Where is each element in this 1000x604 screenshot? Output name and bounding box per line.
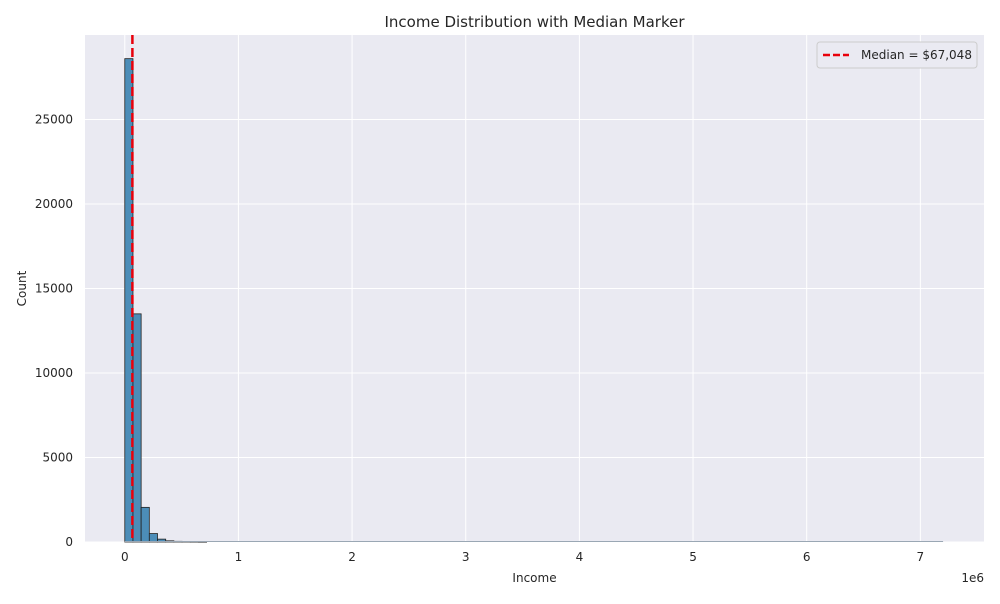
- histogram-bar: [133, 314, 141, 542]
- y-tick-label: 20000: [35, 197, 73, 211]
- y-tick-label: 5000: [42, 451, 73, 465]
- x-tick-label: 6: [803, 550, 811, 564]
- y-axis-label: Count: [15, 270, 29, 306]
- x-tick-label: 1: [235, 550, 243, 564]
- x-offset-label: 1e6: [961, 571, 984, 585]
- histogram-bar: [149, 534, 157, 542]
- y-tick-label: 15000: [35, 282, 73, 296]
- x-tick-label: 2: [348, 550, 356, 564]
- x-tick-label: 5: [689, 550, 697, 564]
- histogram-bar: [141, 507, 149, 542]
- chart-title: Income Distribution with Median Marker: [384, 13, 685, 31]
- legend-median-label: Median = $67,048: [861, 48, 972, 62]
- x-tick-label: 4: [576, 550, 584, 564]
- legend: Median = $67,048: [817, 42, 977, 68]
- x-axis-label: Income: [512, 571, 556, 585]
- y-tick-label: 0: [65, 535, 73, 549]
- y-tick-label: 25000: [35, 113, 73, 127]
- x-tick-label: 7: [917, 550, 925, 564]
- y-tick-label: 10000: [35, 366, 73, 380]
- x-tick-label: 3: [462, 550, 470, 564]
- x-tick-label: 0: [121, 550, 129, 564]
